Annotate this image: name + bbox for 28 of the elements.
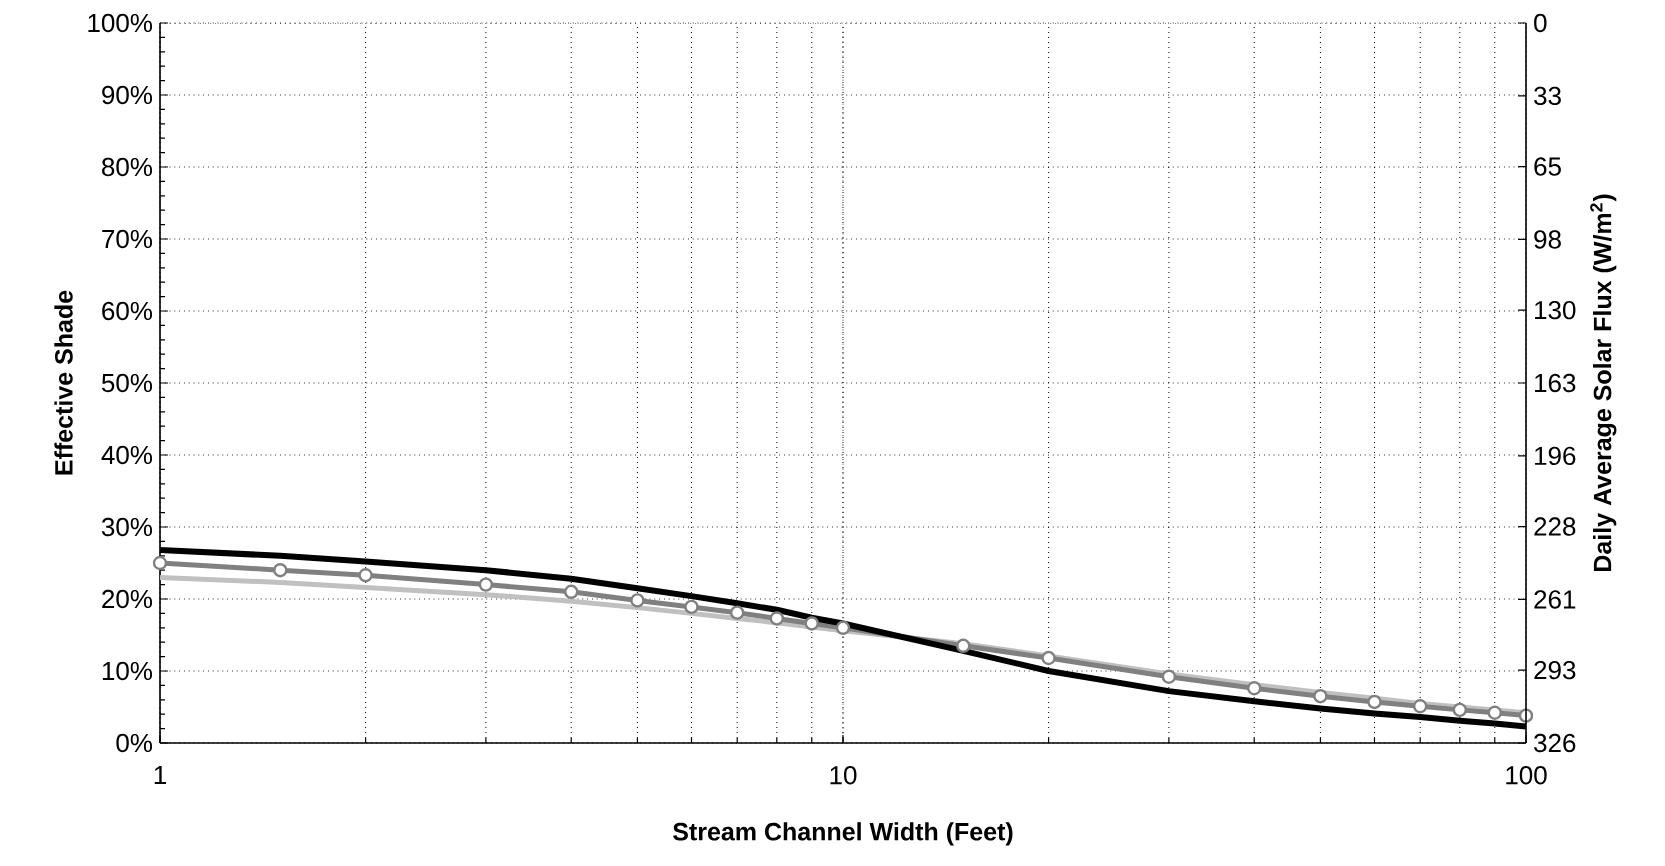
y-tick-label: 20% [102, 589, 153, 609]
y-tick-label: 80% [102, 157, 153, 177]
y2-axis-title: Daily Average Solar Flux (W/m$^{2}$) [1590, 194, 1617, 572]
x-tick-label: 1 [154, 766, 166, 784]
y2-tick-label: 98 [1534, 230, 1561, 249]
y2-tick-label: 196 [1535, 446, 1576, 466]
y-tick-label: 30% [101, 517, 153, 537]
y-axis-title: Effective Shade [54, 290, 73, 475]
y2-tick-label: 293 [1534, 660, 1576, 680]
y-tick-label: 60% [102, 301, 153, 321]
x-tick-label: 100 [1506, 766, 1547, 785]
y-tick-label: 0% [116, 733, 153, 753]
y2-tick-label: 0 [1534, 13, 1547, 33]
y-tick-label: 100% [88, 13, 153, 33]
y2-tick-label: 326 [1534, 733, 1576, 753]
y-tick-label: 10% [102, 661, 153, 681]
y2-tick-label: 65 [1534, 157, 1561, 176]
y2-tick-label: 163 [1535, 373, 1576, 393]
y2-tick-label: 130 [1535, 300, 1576, 320]
x-tick-label: 10 [830, 766, 857, 785]
y2-tick-label: 228 [1534, 517, 1576, 536]
y-tick-label: 90% [102, 85, 153, 105]
y-tick-label: 70% [102, 229, 153, 249]
x-axis-title: Stream Channel Width (Feet) [673, 822, 1013, 846]
y2-tick-label: 261 [1534, 590, 1576, 609]
y-tick-label: 40% [101, 445, 153, 465]
y-tick-label: 50% [101, 373, 153, 393]
y2-tick-label: 33 [1534, 86, 1561, 106]
